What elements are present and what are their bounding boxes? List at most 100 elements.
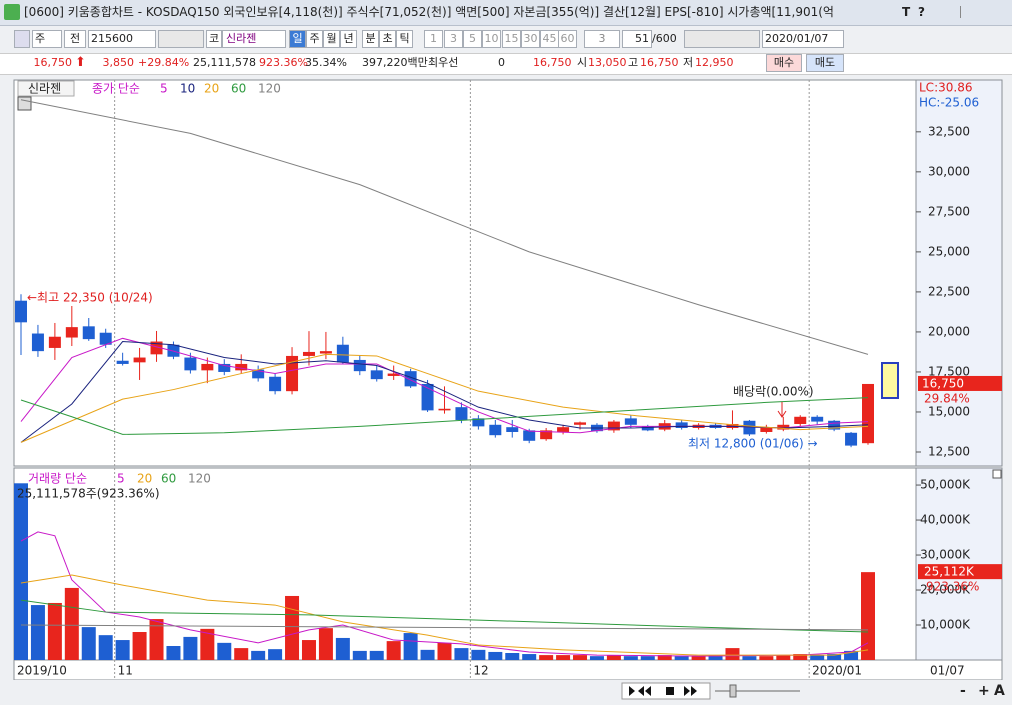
low-label: 저	[683, 56, 694, 69]
candle-body	[65, 327, 78, 338]
period-tab[interactable]: 분	[362, 30, 379, 48]
price: 16,750	[33, 56, 73, 69]
window-controls[interactable]	[960, 6, 1009, 18]
interval-button[interactable]: 1	[424, 30, 443, 48]
period-tab[interactable]: 틱	[396, 30, 413, 48]
x-tick-label: 12	[473, 664, 488, 678]
volume-bar	[505, 653, 520, 660]
period-tab[interactable]: 년	[340, 30, 357, 48]
volume-bar	[742, 656, 757, 660]
y-tick-label: 27,500	[928, 204, 970, 218]
volume-bar	[98, 635, 113, 660]
current-price-label: 16,750	[922, 376, 964, 390]
candle-body	[319, 351, 332, 354]
y-tick-label: 50,000K	[920, 478, 971, 492]
candle-body	[472, 418, 485, 427]
legend-entry: 60	[231, 82, 246, 96]
title-button[interactable]: ?	[918, 5, 925, 19]
volume-bar	[556, 655, 571, 660]
candle-body	[269, 376, 282, 392]
amount: 397,220백만	[362, 56, 428, 69]
y-tick-label: 12,500	[928, 444, 970, 458]
max-count: /600	[652, 32, 677, 45]
calc-icon[interactable]	[17, 96, 32, 111]
interval-button[interactable]: 15	[502, 30, 521, 48]
bottom-tool[interactable]: -	[960, 683, 966, 699]
multiplier-select[interactable]: 3	[584, 30, 620, 48]
buy-button[interactable]: 매수	[766, 54, 802, 72]
interval-button[interactable]: 45	[540, 30, 559, 48]
volume-bar	[522, 654, 537, 660]
candle-body	[404, 371, 417, 387]
volume-bar	[386, 641, 401, 660]
interval-button[interactable]: 30	[521, 30, 540, 48]
count-input[interactable]: 51	[622, 30, 652, 48]
legend-entry: 10	[180, 82, 195, 96]
lc-label: LC:30.86	[919, 81, 972, 95]
interval-button[interactable]: 5	[463, 30, 482, 48]
y-tick-label: 30,000K	[920, 548, 971, 562]
x-tick-label: 11	[118, 664, 133, 678]
chart-title: 신라젠	[28, 82, 61, 96]
period-tab[interactable]: 일	[289, 30, 306, 48]
stock-name[interactable]: 신라젠	[222, 30, 286, 48]
period-tab[interactable]: 월	[323, 30, 340, 48]
candle-body	[540, 430, 553, 440]
period-tab[interactable]: 주	[306, 30, 323, 48]
window-title: [0600] 키움종합차트 - KOSDAQ150 외국인보유[4,118(천)…	[24, 5, 834, 19]
candle-body	[370, 370, 383, 380]
candle-body	[421, 383, 434, 411]
candle-body	[150, 341, 163, 355]
title-bar: [0600] 키움종합차트 - KOSDAQ150 외국인보유[4,118(천)…	[0, 0, 1012, 26]
title-button[interactable]: T	[902, 5, 911, 19]
volume-bar	[420, 649, 435, 660]
menu-icon[interactable]	[14, 30, 30, 48]
tool-icons[interactable]	[158, 30, 204, 48]
interval-button[interactable]: 60	[558, 30, 577, 48]
candle-body	[15, 300, 27, 323]
ma-line	[20, 624, 869, 631]
volume: 25,111,578	[193, 56, 256, 69]
candle-body	[353, 359, 366, 372]
date-input[interactable]: 2020/01/07	[762, 30, 844, 48]
candle-body	[438, 408, 451, 411]
candle-body	[201, 363, 214, 371]
candle-body	[184, 357, 197, 371]
y-tick-label: 32,500	[928, 124, 970, 138]
code-input[interactable]: 215600	[88, 30, 156, 48]
up-arrow: ⬆	[75, 55, 86, 70]
candle-body	[574, 422, 587, 425]
zoom-thumb[interactable]	[729, 684, 737, 698]
bottom-tool[interactable]: A	[994, 683, 1005, 699]
all-button[interactable]: 전	[64, 30, 86, 48]
y-tick-label: 15,000	[928, 404, 970, 418]
volume-bar	[352, 650, 367, 660]
annotation-arrow	[777, 402, 787, 418]
interval-button[interactable]: 10	[482, 30, 501, 48]
bottom-tool[interactable]: +	[978, 683, 990, 699]
sell-button[interactable]: 매도	[806, 54, 844, 72]
turnover: 35.34%	[305, 56, 347, 69]
period-select[interactable]: 주	[32, 30, 62, 48]
annotation: 최저 12,800 (01/06) →	[688, 437, 818, 451]
legend-entry: 60	[161, 472, 176, 486]
candle-body	[845, 432, 858, 446]
candle-body	[31, 333, 44, 352]
volume-bar	[64, 587, 79, 660]
chart-tool-icons[interactable]	[684, 30, 760, 48]
app-icon	[4, 4, 20, 20]
period-tab[interactable]: 초	[379, 30, 396, 48]
best-qty: 0	[498, 56, 505, 69]
volume-bar	[403, 633, 418, 660]
ma-line	[20, 99, 869, 355]
volume-bar	[183, 636, 198, 660]
candle-body	[235, 363, 248, 371]
market-button[interactable]: 코	[206, 30, 222, 48]
open-label: 시	[577, 56, 588, 69]
interval-button[interactable]: 3	[444, 30, 463, 48]
volume-axis-panel	[915, 467, 1003, 661]
panel-button[interactable]	[992, 469, 1002, 479]
volume-bar	[810, 655, 825, 660]
candle-body	[455, 407, 468, 420]
scroll-icons	[629, 686, 697, 696]
